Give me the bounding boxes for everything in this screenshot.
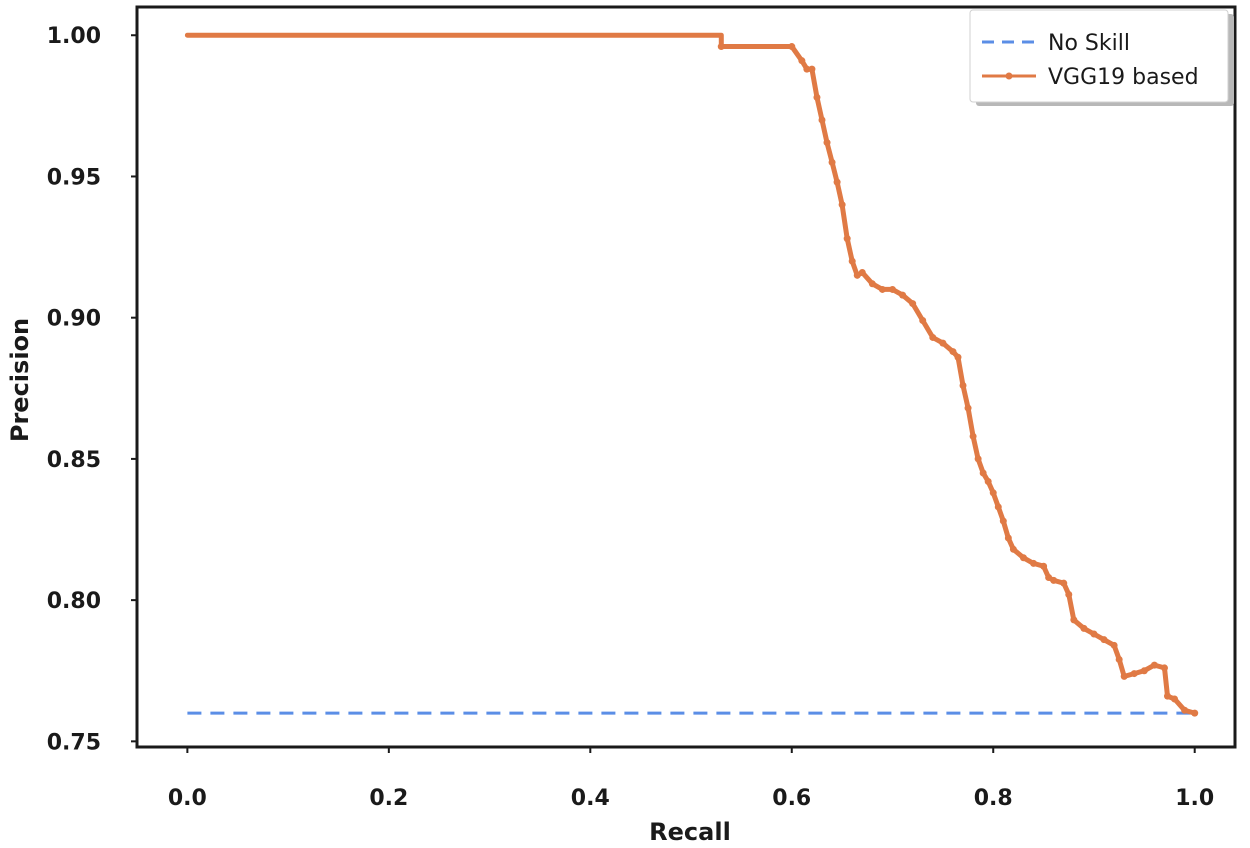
series-point-vgg19 bbox=[929, 334, 936, 341]
series-point-vgg19 bbox=[818, 116, 825, 123]
x-axis-label: Recall bbox=[649, 818, 731, 846]
x-tick-label: 1.0 bbox=[1175, 786, 1214, 811]
series-point-vgg19 bbox=[859, 269, 866, 276]
series-point-vgg19 bbox=[1151, 662, 1158, 669]
series-point-vgg19 bbox=[1070, 616, 1077, 623]
series-point-vgg19 bbox=[834, 179, 841, 186]
x-tick-label: 0.2 bbox=[369, 786, 408, 811]
series-point-vgg19 bbox=[970, 433, 977, 440]
legend-entry-vgg19: VGG19 based bbox=[1048, 65, 1199, 90]
series-point-vgg19 bbox=[1060, 580, 1067, 587]
series-point-vgg19 bbox=[798, 57, 805, 64]
series-point-vgg19 bbox=[1121, 673, 1128, 680]
series-point-vgg19 bbox=[849, 258, 856, 265]
series-point-vgg19 bbox=[1131, 670, 1138, 677]
y-tick-label: 0.80 bbox=[47, 589, 101, 614]
series-point-vgg19 bbox=[869, 280, 876, 287]
x-axis-ticks: 0.0 0.2 0.4 0.6 0.8 1.0 bbox=[168, 747, 1214, 811]
series-point-vgg19 bbox=[844, 235, 851, 242]
series-point-vgg19 bbox=[1065, 591, 1072, 598]
legend-entry-no-skill: No Skill bbox=[1048, 31, 1130, 56]
x-tick-label: 0.0 bbox=[168, 786, 207, 811]
y-axis-label: Precision bbox=[6, 318, 34, 442]
series-point-vgg19 bbox=[1181, 707, 1188, 714]
series-point-vgg19 bbox=[1030, 560, 1037, 567]
series-point-vgg19 bbox=[919, 317, 926, 324]
series-point-vgg19 bbox=[949, 348, 956, 355]
y-tick-label: 1.00 bbox=[47, 24, 101, 49]
series-point-vgg19 bbox=[965, 405, 972, 412]
series-point-vgg19 bbox=[1005, 534, 1012, 541]
series-point-vgg19 bbox=[879, 286, 886, 293]
series-point-vgg19 bbox=[1164, 693, 1171, 700]
series-point-vgg19 bbox=[1000, 518, 1007, 525]
series-point-vgg19 bbox=[1141, 667, 1148, 674]
series-point-vgg19 bbox=[1171, 695, 1178, 702]
series-point-vgg19 bbox=[954, 354, 961, 361]
series-point-vgg19 bbox=[975, 455, 982, 462]
series-point-vgg19 bbox=[995, 503, 1002, 510]
legend-marker-vgg19 bbox=[1006, 73, 1013, 80]
series-point-vgg19 bbox=[985, 478, 992, 485]
series-point-vgg19 bbox=[990, 489, 997, 496]
x-tick-label: 0.6 bbox=[772, 786, 811, 811]
series-point-vgg19 bbox=[1111, 642, 1118, 649]
series-point-vgg19 bbox=[909, 300, 916, 307]
series-point-vgg19 bbox=[1050, 577, 1057, 584]
y-tick-label: 0.75 bbox=[47, 730, 101, 755]
y-axis-ticks: 0.75 0.80 0.85 0.90 0.95 1.00 bbox=[47, 24, 137, 755]
series-point-vgg19 bbox=[980, 470, 987, 477]
series-point-vgg19 bbox=[1090, 631, 1097, 638]
series-point-vgg19 bbox=[889, 286, 896, 293]
series-point-vgg19 bbox=[960, 382, 967, 389]
x-tick-label: 0.4 bbox=[571, 786, 610, 811]
series-point-vgg19 bbox=[1040, 563, 1047, 570]
series-point-vgg19 bbox=[824, 139, 831, 146]
series-point-vgg19 bbox=[1161, 664, 1168, 671]
series-point-vgg19 bbox=[718, 43, 725, 50]
series-point-vgg19 bbox=[1116, 656, 1123, 663]
series-point-vgg19 bbox=[1080, 625, 1087, 632]
series-point-vgg19 bbox=[813, 94, 820, 101]
y-tick-label: 0.90 bbox=[47, 307, 101, 332]
series-point-vgg19 bbox=[1101, 636, 1108, 643]
plot-frame bbox=[137, 7, 1235, 747]
series-point-vgg19 bbox=[829, 159, 836, 166]
series-point-vgg19 bbox=[1191, 710, 1198, 717]
series-point-vgg19 bbox=[788, 43, 795, 50]
series-point-vgg19 bbox=[839, 201, 846, 208]
series-point-vgg19 bbox=[1020, 554, 1027, 561]
series-point-vgg19 bbox=[1010, 546, 1017, 553]
series-point-vgg19 bbox=[939, 340, 946, 347]
series-point-vgg19 bbox=[808, 66, 815, 73]
y-tick-label: 0.95 bbox=[47, 165, 101, 190]
x-tick-label: 0.8 bbox=[974, 786, 1013, 811]
y-tick-label: 0.85 bbox=[47, 448, 101, 473]
legend: No Skill VGG19 based bbox=[970, 10, 1234, 106]
series-point-vgg19 bbox=[899, 292, 906, 299]
